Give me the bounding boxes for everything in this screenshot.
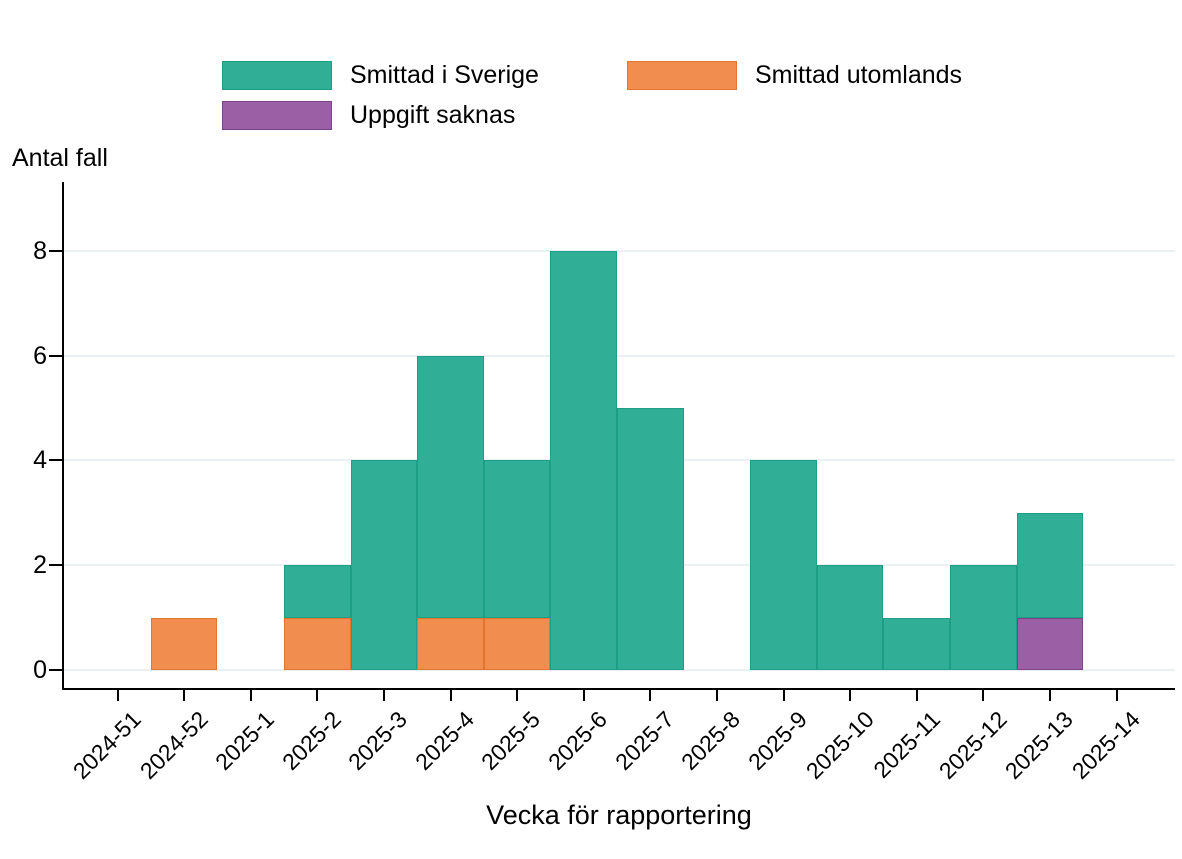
x-axis-tick xyxy=(982,689,985,701)
bar-segment xyxy=(417,355,484,618)
legend-item-smittad-i-sverige: Smittad i Sverige xyxy=(222,61,539,90)
x-axis-tick xyxy=(782,689,785,701)
y-axis-tick xyxy=(49,249,63,252)
x-tick-label: 2025-5 xyxy=(476,706,546,776)
x-tick-label: 2025-7 xyxy=(609,706,679,776)
x-tick-label: 2025-3 xyxy=(343,706,413,776)
y-axis-title: Antal fall xyxy=(12,144,108,172)
bar-segment xyxy=(950,565,1017,670)
legend-swatch-green xyxy=(222,61,332,90)
x-axis-tick xyxy=(915,689,918,701)
bar-segment xyxy=(883,617,950,670)
x-tick-label: 2025-12 xyxy=(933,706,1012,785)
y-tick-label: 0 xyxy=(33,656,47,684)
bar-segment xyxy=(1016,512,1084,618)
bar-segment xyxy=(816,565,884,670)
legend-item-smittad-utomlands: Smittad utomlands xyxy=(627,61,962,90)
legend-label: Smittad i Sverige xyxy=(350,61,539,89)
y-tick-label: 2 xyxy=(33,551,47,580)
y-gridline xyxy=(63,669,1175,671)
x-axis-tick xyxy=(582,689,585,701)
bar-segment xyxy=(617,408,684,670)
x-tick-label: 2024-52 xyxy=(134,706,213,785)
bar-segment xyxy=(483,617,551,670)
x-tick-label: 2025-1 xyxy=(210,706,280,776)
x-tick-label: 2025-10 xyxy=(800,706,879,785)
bar-segment xyxy=(417,617,484,670)
x-tick-label: 2025-8 xyxy=(676,706,746,776)
y-axis-tick xyxy=(49,564,63,567)
x-axis-tick xyxy=(849,689,852,701)
legend-item-uppgift-saknas: Uppgift saknas xyxy=(222,101,515,130)
x-axis-tick xyxy=(382,689,385,701)
bar-segment xyxy=(284,617,351,670)
bar-segment xyxy=(350,460,418,670)
x-tick-label: 2025-13 xyxy=(1000,706,1079,785)
bar-segment xyxy=(483,460,551,618)
x-axis-tick xyxy=(516,689,519,701)
bar-segment xyxy=(1016,617,1084,670)
x-axis-title: Vecka för rapportering xyxy=(486,800,752,830)
y-tick-label: 6 xyxy=(33,341,47,370)
x-axis-tick xyxy=(249,689,252,701)
x-axis-tick xyxy=(116,689,119,701)
bar-segment xyxy=(150,617,218,670)
y-axis-line xyxy=(62,182,64,689)
x-axis-tick xyxy=(449,689,452,701)
x-axis-tick xyxy=(1048,689,1051,701)
legend-label: Uppgift saknas xyxy=(350,101,516,129)
x-tick-label: 2025-14 xyxy=(1066,706,1145,785)
bar-segment xyxy=(550,250,617,670)
y-tick-label: 4 xyxy=(33,446,47,475)
x-axis-tick xyxy=(649,689,652,701)
x-axis-tick xyxy=(183,689,186,701)
x-axis-tick xyxy=(316,689,319,701)
bar-segment xyxy=(750,460,817,670)
y-tick-label: 8 xyxy=(33,236,47,265)
x-tick-label: 2025-11 xyxy=(868,706,946,783)
x-axis-tick xyxy=(715,689,718,701)
x-axis-tick xyxy=(1115,689,1118,701)
x-tick-label: 2024-51 xyxy=(67,706,146,785)
y-axis-tick xyxy=(49,459,63,462)
legend-label: Smittad utomlands xyxy=(755,61,963,89)
y-gridline xyxy=(63,249,1175,252)
y-gridline xyxy=(63,354,1175,357)
x-axis-line xyxy=(62,688,1175,690)
bar-segment xyxy=(284,565,351,618)
y-axis-tick xyxy=(49,669,63,671)
x-tick-label: 2025-4 xyxy=(409,706,479,776)
x-tick-label: 2025-2 xyxy=(276,706,346,776)
y-axis-tick xyxy=(49,354,63,357)
legend-swatch-purple xyxy=(222,101,332,130)
legend-swatch-orange xyxy=(627,61,737,90)
x-tick-label: 2025-6 xyxy=(543,706,613,776)
